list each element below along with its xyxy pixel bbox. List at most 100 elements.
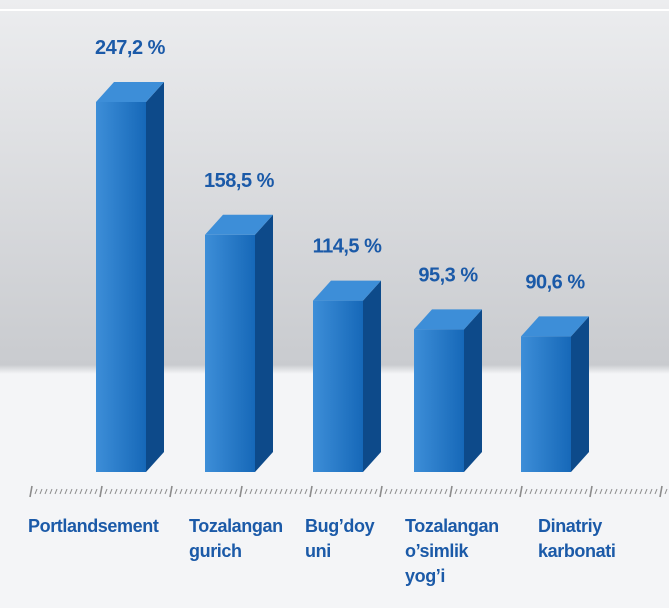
- axis-minor-tick: [504, 488, 508, 495]
- category-label-line: Bug’doy: [305, 516, 375, 536]
- axis-minor-tick: [399, 488, 403, 495]
- x-axis: [29, 485, 668, 498]
- axis-minor-tick: [244, 488, 248, 495]
- bar-side: [571, 316, 589, 472]
- axis-minor-tick: [54, 488, 58, 495]
- axis-minor-tick: [234, 488, 238, 495]
- category-label-line: Dinatriy: [538, 516, 602, 536]
- axis-minor-tick: [494, 488, 498, 495]
- bar-4: [414, 309, 482, 472]
- axis-minor-tick: [44, 488, 48, 495]
- bar-1: [96, 82, 164, 472]
- bar-top: [414, 309, 482, 330]
- value-label-1: 247,2 %: [95, 37, 166, 59]
- axis-minor-tick: [529, 488, 533, 495]
- axis-minor-tick: [89, 488, 93, 495]
- axis-minor-tick: [444, 488, 448, 495]
- category-label-line: gurich: [189, 541, 242, 561]
- axis-minor-tick: [329, 488, 333, 495]
- category-labels: Portlandsement Tozalangan gurich Bug’doy uni…: [28, 516, 616, 586]
- axis-minor-tick: [149, 488, 153, 495]
- axis-minor-tick: [324, 488, 328, 495]
- bar-front: [205, 234, 255, 472]
- axis-minor-tick: [649, 488, 653, 495]
- category-label-1: Portlandsement: [28, 516, 159, 536]
- axis-minor-tick: [319, 488, 323, 495]
- axis-minor-tick: [624, 488, 628, 495]
- axis-minor-tick: [59, 488, 63, 495]
- axis-minor-tick: [664, 488, 668, 495]
- axis-minor-tick: [134, 488, 138, 495]
- axis-minor-tick: [284, 488, 288, 495]
- axis-minor-tick: [39, 488, 43, 495]
- axis-minor-tick: [174, 488, 178, 495]
- category-label-line: uni: [305, 541, 331, 561]
- axis-minor-tick: [269, 488, 273, 495]
- value-labels: 247,2 % 158,5 % 114,5 % 95,3 % 90,6 %: [95, 37, 586, 293]
- axis-minor-tick: [599, 488, 603, 495]
- bar-front: [96, 102, 146, 472]
- category-label-3: Bug’doy uni: [305, 516, 375, 561]
- axis-minor-tick: [159, 488, 163, 495]
- bar-top: [313, 280, 381, 301]
- axis-minor-tick: [84, 488, 88, 495]
- bar-front: [521, 336, 571, 472]
- axis-minor-tick: [564, 488, 568, 495]
- axis-minor-tick: [154, 488, 158, 495]
- axis-minor-tick: [259, 488, 263, 495]
- axis-minor-tick: [609, 488, 613, 495]
- axis-minor-tick: [369, 488, 373, 495]
- axis-minor-tick: [339, 488, 343, 495]
- axis-minor-tick: [279, 488, 283, 495]
- axis-minor-tick: [124, 488, 128, 495]
- axis-minor-tick: [524, 488, 528, 495]
- axis-minor-tick: [34, 488, 38, 495]
- axis-minor-tick: [304, 488, 308, 495]
- axis-minor-tick: [364, 488, 368, 495]
- axis-minor-tick: [424, 488, 428, 495]
- axis-minor-tick: [489, 488, 493, 495]
- bar-top: [96, 82, 164, 102]
- axis-minor-tick: [569, 488, 573, 495]
- axis-major-tick: [519, 485, 523, 498]
- category-label-line: Tozalangan: [189, 516, 283, 536]
- axis-minor-tick: [594, 488, 598, 495]
- axis-major-tick: [449, 485, 453, 498]
- category-label-4: Tozalangan o’simlik yog’i: [405, 516, 499, 586]
- axis-minor-tick: [439, 488, 443, 495]
- category-label-2: Tozalangan gurich: [189, 516, 283, 561]
- axis-minor-tick: [574, 488, 578, 495]
- axis-minor-tick: [214, 488, 218, 495]
- axis-minor-tick: [299, 488, 303, 495]
- bar-2: [205, 214, 273, 472]
- category-label-line: karbonati: [538, 541, 615, 561]
- value-label-5: 90,6 %: [525, 271, 585, 293]
- axis-major-tick: [29, 485, 33, 498]
- axis-minor-tick: [469, 488, 473, 495]
- axis-minor-tick: [139, 488, 143, 495]
- category-label-5: Dinatriy karbonati: [538, 516, 615, 561]
- axis-minor-tick: [404, 488, 408, 495]
- axis-minor-tick: [384, 488, 388, 495]
- axis-minor-tick: [104, 488, 108, 495]
- axis-minor-tick: [144, 488, 148, 495]
- category-label-line: Portlandsement: [28, 516, 159, 536]
- axis-minor-tick: [639, 488, 643, 495]
- axis-minor-tick: [464, 488, 468, 495]
- axis-minor-tick: [654, 488, 658, 495]
- axis-minor-tick: [49, 488, 53, 495]
- bars: [96, 82, 589, 472]
- axis-minor-tick: [359, 488, 363, 495]
- bar-side: [464, 309, 482, 472]
- axis-major-tick: [169, 485, 173, 498]
- axis-major-tick: [589, 485, 593, 498]
- bar-side: [363, 280, 381, 472]
- axis-minor-tick: [559, 488, 563, 495]
- axis-minor-tick: [499, 488, 503, 495]
- axis-major-tick: [239, 485, 243, 498]
- axis-minor-tick: [274, 488, 278, 495]
- axis-minor-tick: [474, 488, 478, 495]
- category-label-line: Tozalangan: [405, 516, 499, 536]
- bar-top: [521, 316, 589, 337]
